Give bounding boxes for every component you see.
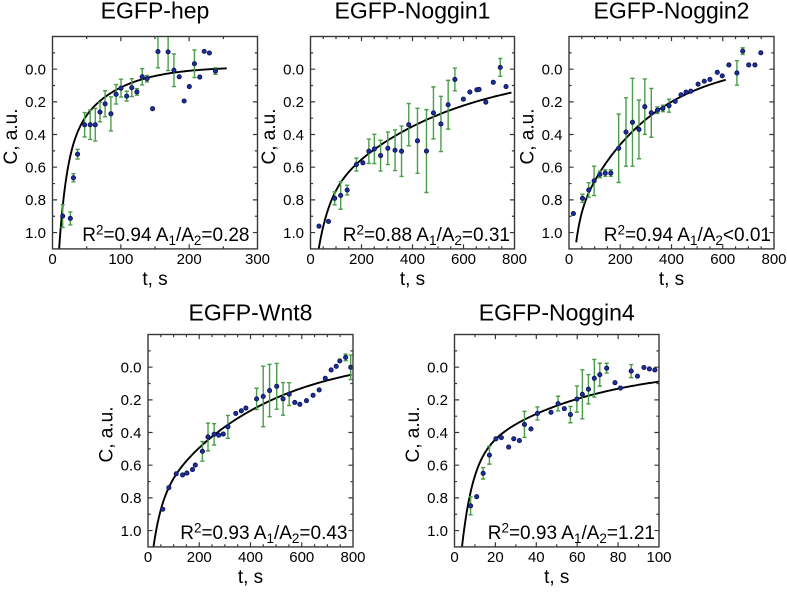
svg-text:EGFP-Noggin4: EGFP-Noggin4 — [479, 300, 635, 326]
svg-text:R2=0.94 A1/A2<0.01: R2=0.94 A1/A2<0.01 — [604, 223, 771, 249]
svg-text:EGFP-hep: EGFP-hep — [101, 0, 210, 24]
svg-text:0.2: 0.2 — [25, 94, 46, 111]
svg-text:C, a.u.: C, a.u. — [403, 407, 424, 463]
svg-text:40: 40 — [528, 549, 545, 566]
svg-text:1.0: 1.0 — [283, 225, 304, 242]
svg-text:C, a.u.: C, a.u. — [97, 407, 118, 463]
svg-text:t, s: t, s — [659, 269, 684, 290]
svg-text:400: 400 — [238, 549, 263, 566]
svg-text:100: 100 — [646, 549, 671, 566]
svg-text:0.8: 0.8 — [542, 192, 563, 209]
svg-text:C, a.u.: C, a.u. — [518, 109, 539, 165]
svg-text:400: 400 — [659, 251, 684, 268]
svg-text:800: 800 — [761, 251, 786, 268]
svg-text:400: 400 — [400, 251, 425, 268]
svg-text:0.0: 0.0 — [283, 61, 304, 78]
svg-text:0: 0 — [306, 251, 314, 268]
svg-text:0: 0 — [450, 549, 458, 566]
svg-text:R2=0.93 A1/A2=1.21: R2=0.93 A1/A2=1.21 — [488, 521, 655, 547]
svg-text:R2=0.88 A1/A2=0.31: R2=0.88 A1/A2=0.31 — [343, 223, 510, 249]
svg-text:0.6: 0.6 — [427, 458, 448, 475]
svg-text:100: 100 — [108, 251, 133, 268]
svg-text:0.4: 0.4 — [427, 425, 448, 442]
svg-text:80: 80 — [610, 549, 627, 566]
svg-text:0.2: 0.2 — [542, 94, 563, 111]
svg-text:0.8: 0.8 — [283, 192, 304, 209]
svg-text:0: 0 — [48, 251, 56, 268]
svg-text:800: 800 — [340, 549, 365, 566]
svg-text:200: 200 — [187, 549, 212, 566]
svg-text:200: 200 — [608, 251, 633, 268]
svg-text:0.8: 0.8 — [25, 192, 46, 209]
svg-text:0.6: 0.6 — [283, 160, 304, 177]
svg-text:0.4: 0.4 — [121, 425, 142, 442]
svg-text:R2=0.93 A1/A2=0.43: R2=0.93 A1/A2=0.43 — [180, 521, 347, 547]
svg-text:0.6: 0.6 — [542, 160, 563, 177]
svg-text:0.8: 0.8 — [427, 490, 448, 507]
svg-text:600: 600 — [710, 251, 735, 268]
svg-text:0.6: 0.6 — [121, 458, 142, 475]
svg-text:1.0: 1.0 — [25, 225, 46, 242]
svg-text:0.0: 0.0 — [542, 61, 563, 78]
svg-text:EGFP-Wnt8: EGFP-Wnt8 — [189, 300, 313, 326]
svg-text:C, a.u.: C, a.u. — [1, 109, 22, 165]
svg-text:600: 600 — [289, 549, 314, 566]
svg-text:200: 200 — [349, 251, 374, 268]
svg-text:200: 200 — [177, 251, 202, 268]
svg-text:0: 0 — [144, 549, 152, 566]
svg-text:t, s: t, s — [142, 269, 167, 290]
svg-text:300: 300 — [245, 251, 270, 268]
svg-text:20: 20 — [487, 549, 504, 566]
svg-text:0.2: 0.2 — [121, 392, 142, 409]
svg-text:1.0: 1.0 — [427, 523, 448, 540]
svg-text:C, a.u.: C, a.u. — [259, 109, 280, 165]
svg-text:60: 60 — [569, 549, 586, 566]
svg-text:600: 600 — [451, 251, 476, 268]
svg-text:t, s: t, s — [400, 269, 425, 290]
svg-text:t, s: t, s — [238, 567, 263, 588]
svg-text:0.4: 0.4 — [283, 127, 304, 144]
svg-text:R2=0.94 A1/A2=0.28: R2=0.94 A1/A2=0.28 — [82, 223, 249, 249]
svg-text:0.0: 0.0 — [427, 359, 448, 376]
svg-text:t, s: t, s — [544, 567, 569, 588]
svg-text:0.6: 0.6 — [25, 160, 46, 177]
svg-text:0.4: 0.4 — [542, 127, 563, 144]
svg-text:1.0: 1.0 — [542, 225, 563, 242]
svg-text:0.0: 0.0 — [121, 359, 142, 376]
svg-text:0.2: 0.2 — [427, 392, 448, 409]
svg-text:0.8: 0.8 — [121, 490, 142, 507]
svg-text:800: 800 — [502, 251, 527, 268]
svg-text:EGFP-Noggin1: EGFP-Noggin1 — [335, 0, 491, 24]
svg-text:0.0: 0.0 — [25, 61, 46, 78]
svg-text:0.2: 0.2 — [283, 94, 304, 111]
svg-text:1.0: 1.0 — [121, 523, 142, 540]
svg-text:0: 0 — [565, 251, 573, 268]
svg-text:EGFP-Noggin2: EGFP-Noggin2 — [594, 0, 750, 24]
svg-text:0.4: 0.4 — [25, 127, 46, 144]
